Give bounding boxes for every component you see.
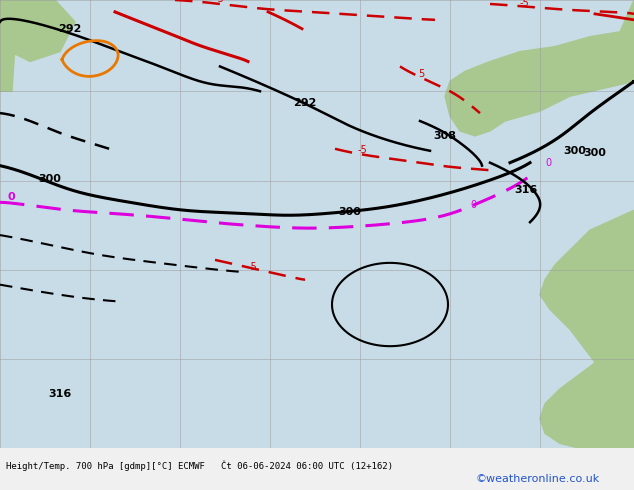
Text: 0: 0: [470, 200, 476, 210]
Polygon shape: [540, 349, 634, 448]
Polygon shape: [445, 0, 634, 136]
Text: 316: 316: [514, 185, 538, 196]
Text: -5: -5: [215, 0, 224, 4]
Text: 292: 292: [58, 24, 82, 34]
Polygon shape: [0, 0, 18, 91]
Text: 316: 316: [48, 389, 72, 399]
Text: -5: -5: [520, 0, 530, 8]
Polygon shape: [0, 0, 75, 62]
Text: 0: 0: [8, 193, 16, 202]
Text: 300: 300: [39, 173, 61, 184]
Text: 300: 300: [583, 148, 607, 158]
Text: Height/Temp. 700 hPa [gdmp][°C] ECMWF   Čt 06-06-2024 06:00 UTC (12+162): Height/Temp. 700 hPa [gdmp][°C] ECMWF Čt…: [6, 460, 393, 470]
Text: -5: -5: [358, 145, 368, 155]
Text: ©weatheronline.co.uk: ©weatheronline.co.uk: [476, 474, 600, 484]
Polygon shape: [540, 210, 634, 448]
Text: 0: 0: [545, 158, 551, 168]
Text: -5: -5: [248, 262, 258, 272]
Text: 300: 300: [339, 207, 361, 217]
Text: 308: 308: [434, 131, 456, 141]
Text: 300: 300: [564, 146, 586, 156]
Text: 5: 5: [418, 70, 424, 79]
Text: 292: 292: [294, 98, 317, 108]
